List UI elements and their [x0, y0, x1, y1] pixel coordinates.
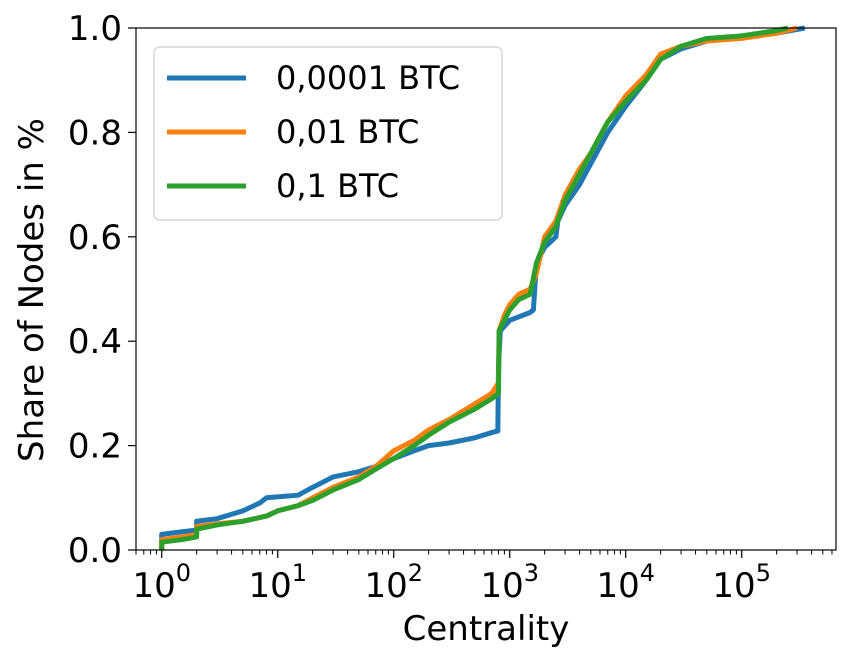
x-tick-label-1: 101 [248, 559, 307, 606]
x-tick-label-0: 100 [132, 559, 191, 606]
x-axis-title: Centrality [403, 609, 570, 649]
y-tick-label-1: 0.2 [68, 427, 122, 467]
y-tick-label-4: 0.8 [68, 113, 122, 153]
x-tick-exponent-4: 4 [640, 559, 655, 587]
y-tick-label-2: 0.4 [68, 322, 122, 362]
y-axis-title: Share of Nodes in % [12, 118, 52, 462]
series-line-2 [159, 25, 789, 550]
y-tick-label-0: 0.0 [68, 531, 122, 571]
legend-label-0: 0,0001 BTC [276, 59, 460, 97]
plot-frame [135, 27, 837, 551]
x-tick-exponent-3: 3 [524, 559, 539, 587]
legend-label-2: 0,1 BTC [276, 167, 399, 205]
y-tick-label-5: 1.0 [68, 9, 122, 49]
x-tick-label-2: 102 [364, 559, 423, 606]
x-tick-exponent-5: 5 [756, 559, 771, 587]
x-tick-base-0: 10 [132, 566, 175, 606]
legend: 0,0001 BTC 0,01 BTC 0,1 BTC [153, 46, 503, 221]
x-tick-base-3: 10 [480, 566, 523, 606]
x-tick-base-1: 10 [248, 566, 291, 606]
x-tick-label-5: 105 [712, 559, 771, 606]
y-tick-label-3: 0.6 [68, 218, 122, 258]
legend-box [153, 46, 503, 221]
x-tick-label-3: 103 [480, 559, 539, 606]
x-tick-label-4: 104 [596, 559, 655, 606]
x-tick-exponent-0: 0 [176, 559, 191, 587]
x-tick-exponent-1: 1 [292, 559, 307, 587]
plot-area [159, 25, 806, 550]
legend-label-1: 0,01 BTC [276, 113, 419, 151]
x-tick-exponent-2: 2 [408, 559, 423, 587]
x-tick-base-5: 10 [712, 566, 755, 606]
x-tick-base-2: 10 [364, 566, 407, 606]
x-tick-base-4: 10 [596, 566, 639, 606]
